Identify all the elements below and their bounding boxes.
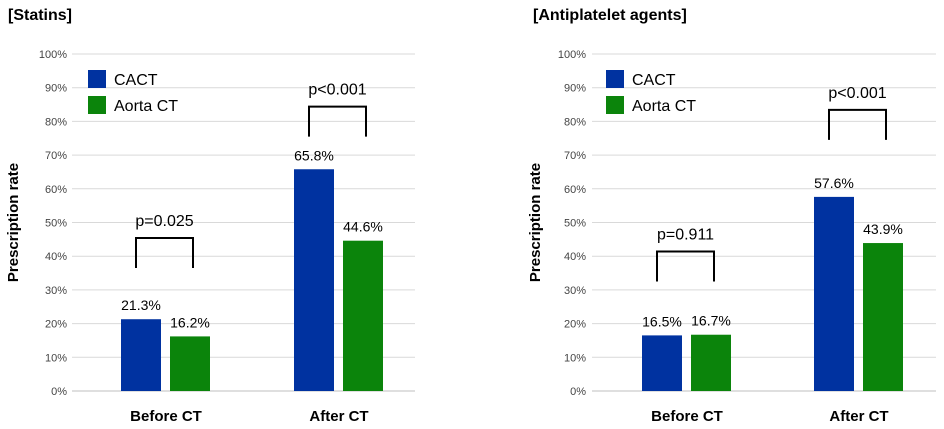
y-tick-label: 40%: [564, 251, 586, 263]
y-tick-label: 60%: [45, 184, 67, 196]
p-value-label: p<0.001: [828, 85, 886, 102]
x-category-label: Before CT: [651, 408, 723, 425]
y-tick-label: 10%: [564, 352, 586, 364]
legend-label: Aorta CT: [114, 98, 178, 115]
legend-swatch-cact: [606, 70, 624, 88]
x-category-label: After CT: [829, 408, 888, 425]
y-tick-label: 20%: [45, 319, 67, 331]
y-tick-label: 0%: [51, 386, 67, 398]
bar-aorta-ct-before-ct: [691, 334, 731, 391]
data-label: 65.8%: [294, 147, 334, 163]
y-tick-label: 70%: [564, 150, 586, 162]
y-tick-label: 20%: [564, 319, 586, 331]
data-label: 16.2%: [170, 314, 210, 330]
bar-aorta-ct-before-ct: [170, 336, 210, 391]
significance-bracket: [308, 105, 367, 137]
legend-swatch-cact: [88, 70, 106, 88]
y-tick-label: 100%: [558, 49, 586, 61]
legend-label: Aorta CT: [632, 98, 696, 115]
y-tick-label: 80%: [45, 116, 67, 128]
x-category-label: After CT: [309, 408, 368, 425]
y-tick-label: 40%: [45, 251, 67, 263]
significance-bracket: [135, 236, 194, 268]
data-label: 16.5%: [642, 313, 682, 329]
bar-cact-after-ct: [294, 169, 334, 391]
y-tick-label: 10%: [45, 352, 67, 364]
data-label: 44.6%: [343, 219, 383, 235]
bar-cact-after-ct: [814, 196, 854, 391]
y-tick-label: 80%: [564, 116, 586, 128]
significance-bracket: [656, 250, 715, 282]
chart-panel-antiplatelet: [Antiplatelet agents] Prescription rate 0%…: [527, 7, 936, 425]
y-tick-label: 90%: [564, 83, 586, 95]
y-tick-label: 70%: [45, 150, 67, 162]
y-tick-label: 50%: [564, 218, 586, 230]
chart-title: [Antiplatelet agents]: [533, 7, 687, 24]
y-tick-label: 0%: [570, 386, 586, 398]
bar-aorta-ct-after-ct: [863, 243, 903, 391]
legend-swatch-aorta-ct: [606, 96, 624, 114]
legend-label: CACT: [632, 72, 676, 89]
y-tick-label: 90%: [45, 83, 67, 95]
chart-title: [Statins]: [8, 7, 72, 24]
bar-aorta-ct-after-ct: [343, 240, 383, 391]
bar-cact-before-ct: [121, 319, 161, 391]
y-tick-label: 100%: [39, 49, 67, 61]
y-tick-label: 30%: [45, 285, 67, 297]
legend-label: CACT: [114, 72, 158, 89]
data-label: 21.3%: [121, 297, 161, 313]
y-axis-label: Prescription rate: [527, 163, 544, 282]
legend-swatch-aorta-ct: [88, 96, 106, 114]
y-axis-label: Prescription rate: [5, 163, 22, 282]
p-value-label: p=0.911: [657, 226, 714, 243]
p-value-label: p<0.001: [308, 82, 366, 99]
bar-cact-before-ct: [642, 335, 682, 391]
y-tick-label: 60%: [564, 184, 586, 196]
x-category-label: Before CT: [130, 408, 202, 425]
y-tick-label: 50%: [45, 218, 67, 230]
p-value-label: p=0.025: [135, 213, 193, 230]
chart-panel-statins: [Statins] Prescription rate 0% 10% 20% 30% 40%…: [5, 7, 415, 425]
data-label: 57.6%: [814, 175, 854, 191]
data-label: 43.9%: [863, 221, 903, 237]
data-label: 16.7%: [691, 313, 731, 329]
y-tick-label: 30%: [564, 285, 586, 297]
significance-bracket: [828, 108, 887, 140]
